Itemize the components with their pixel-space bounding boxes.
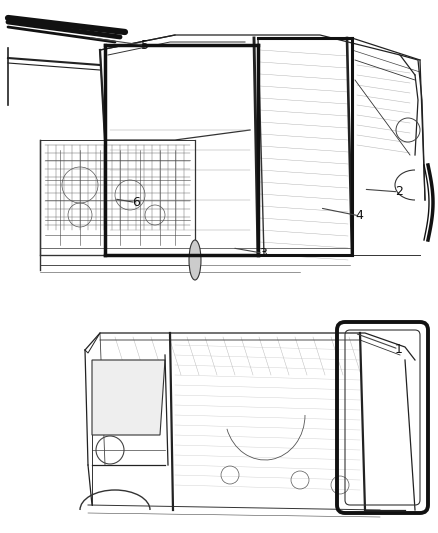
Text: 5: 5 <box>141 39 148 52</box>
Polygon shape <box>92 360 165 435</box>
Text: 3: 3 <box>259 247 267 260</box>
Text: 2: 2 <box>395 185 403 198</box>
Text: 1: 1 <box>395 343 403 356</box>
Ellipse shape <box>189 240 201 280</box>
Text: 4: 4 <box>355 209 363 222</box>
Text: 6: 6 <box>132 196 140 209</box>
